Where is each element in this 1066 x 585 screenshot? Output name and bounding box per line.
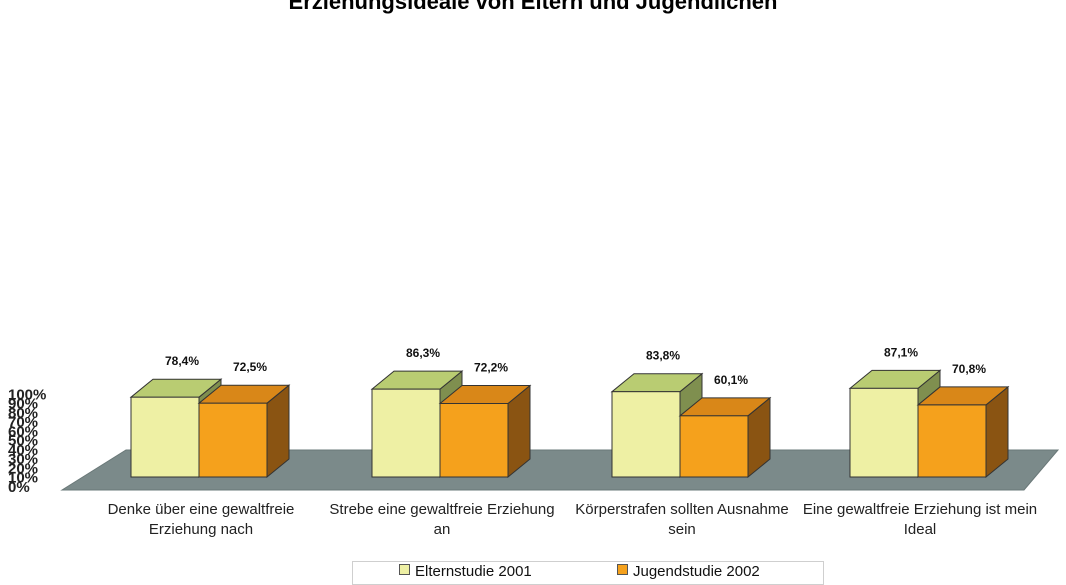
- legend-item-jugendstudie: Jugendstudie 2002: [617, 563, 760, 580]
- bar-eltern: [130, 396, 200, 478]
- data-label: 72,5%: [233, 360, 267, 374]
- y-tick-label: 70%: [8, 414, 38, 431]
- y-tick-label: 100%: [8, 386, 46, 403]
- data-label: 87,1%: [884, 345, 918, 359]
- y-tick-label: 40%: [8, 442, 38, 459]
- category-label: Strebe eine gewaltfreie Erziehung: [329, 501, 554, 518]
- y-tick-label: 80%: [8, 405, 38, 422]
- category-label: an: [434, 521, 451, 538]
- category-label: Ideal: [904, 521, 937, 538]
- y-tick-label: 30%: [8, 451, 38, 468]
- legend-swatch-elternstudie: [399, 564, 410, 575]
- y-tick-label: 50%: [8, 433, 38, 450]
- bar-jugend: [439, 403, 509, 478]
- data-label: 86,3%: [406, 346, 440, 360]
- legend-swatch-jugendstudie: [617, 564, 628, 575]
- bar-jugend: [679, 415, 749, 478]
- legend-label-elternstudie: Elternstudie 2001: [415, 563, 532, 580]
- category-label: sein: [668, 521, 696, 538]
- bar-eltern: [849, 387, 919, 478]
- data-label: 70,8%: [952, 362, 986, 376]
- legend: Elternstudie 2001 Jugendstudie 2002: [352, 561, 824, 585]
- bar-eltern: [611, 391, 681, 478]
- data-label: 60,1%: [714, 373, 748, 387]
- y-tick-label: 60%: [8, 423, 38, 440]
- y-tick-label: 10%: [8, 470, 38, 487]
- data-label: 83,8%: [646, 349, 680, 363]
- legend-item-elternstudie: Elternstudie 2001: [399, 563, 532, 580]
- bar-eltern: [371, 388, 441, 478]
- category-label: Körperstrafen sollten Ausnahme: [575, 501, 788, 518]
- bar-jugend: [917, 404, 987, 478]
- category-label: Denke über eine gewaltfreie: [108, 501, 295, 518]
- category-label: Eine gewaltfreie Erziehung ist mein: [803, 501, 1037, 518]
- bar-jugend: [198, 402, 268, 478]
- legend-label-jugendstudie: Jugendstudie 2002: [633, 563, 760, 580]
- y-tick-label: 0%: [8, 479, 30, 496]
- data-label: 78,4%: [165, 354, 199, 368]
- y-tick-label: 20%: [8, 460, 38, 477]
- floor-plane: [60, 449, 1060, 491]
- category-label: Erziehung nach: [149, 521, 253, 538]
- chart-title: Erziehungsideale von Eltern und Jugendli…: [288, 0, 778, 14]
- y-tick-label: 90%: [8, 396, 38, 413]
- data-label: 72,2%: [474, 361, 508, 375]
- bar-chart: 0%10%20%30%40%50%60%70%80%90%100% 78,4% 72…: [8, 345, 1060, 538]
